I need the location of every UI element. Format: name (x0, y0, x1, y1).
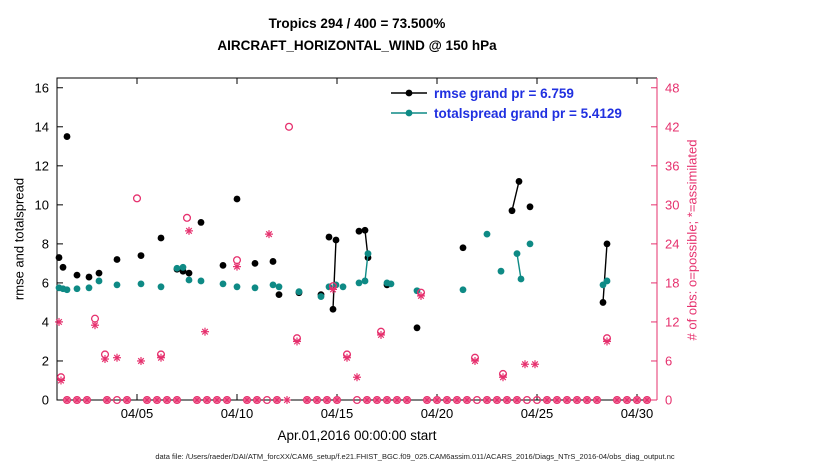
y-right-tick-label: 30 (665, 197, 679, 212)
x-tick-label: 04/20 (421, 406, 454, 421)
y-left-tick-label: 16 (35, 80, 49, 95)
totalspread-series (55, 230, 611, 300)
y-right-tick-label: 6 (665, 353, 672, 368)
rmse-series (55, 133, 611, 332)
x-axis-ticks: 04/05 04/10 04/15 04/20 04/25 04/30 (121, 78, 654, 421)
rmse-legend-marker-icon (391, 89, 427, 97)
y-right-tick-label: 36 (665, 158, 679, 173)
x-tick-label: 04/25 (521, 406, 554, 421)
y-right-tick-label: 0 (665, 393, 672, 408)
legend-label-totalspread: totalspread grand pr = 5.4129 (434, 105, 622, 121)
x-tick-label: 04/05 (121, 406, 154, 421)
legend-label-rmse: rmse grand pr = 6.759 (434, 85, 574, 101)
y-left-tick-label: 4 (42, 314, 49, 329)
x-tick-label: 04/10 (221, 406, 254, 421)
legend-item-totalspread: totalspread grand pr = 5.4129 (391, 103, 622, 123)
y-right-tick-label: 18 (665, 275, 679, 290)
chart-title: Tropics 294 / 400 = 73.500% (268, 16, 446, 31)
y-right-tick-label: 42 (665, 119, 679, 134)
y-left-tick-label: 8 (42, 236, 49, 251)
totalspread-legend-marker-icon (391, 109, 427, 117)
axes (56, 77, 658, 401)
x-axis-label: Apr.01,2016 00:00:00 start (277, 428, 437, 443)
y-axis-left-ticks: 0 2 4 6 8 10 12 14 16 (35, 80, 63, 408)
y-right-tick-label: 12 (665, 314, 679, 329)
x-tick-label: 04/15 (321, 406, 354, 421)
y-left-tick-label: 12 (35, 158, 49, 173)
y-right-tick-label: 24 (665, 236, 679, 251)
y-left-tick-label: 2 (42, 353, 49, 368)
x-tick-label: 04/30 (621, 406, 654, 421)
data-file-caption: data file: /Users/raeder/DAI/ATM_forcXX/… (155, 452, 675, 461)
y-left-tick-label: 10 (35, 197, 49, 212)
y-axis-right-ticks: 0 6 12 18 24 30 36 42 48 (651, 80, 679, 408)
y-left-tick-label: 6 (42, 275, 49, 290)
legend: rmse grand pr = 6.759 totalspread grand … (391, 83, 622, 123)
y-right-tick-label: 48 (665, 80, 679, 95)
chart-subtitle: AIRCRAFT_HORIZONTAL_WIND @ 150 hPa (217, 38, 497, 53)
possible-series (56, 122, 652, 405)
y-left-tick-label: 0 (42, 393, 49, 408)
assimilated-series (55, 226, 651, 404)
y-axis-label-left: rmse and totalspread (11, 177, 27, 301)
y-left-tick-label: 14 (35, 119, 49, 134)
y-axis-label-right: # of obs: o=possible; *=assimilated (684, 139, 700, 341)
legend-item-rmse: rmse grand pr = 6.759 (391, 83, 622, 103)
